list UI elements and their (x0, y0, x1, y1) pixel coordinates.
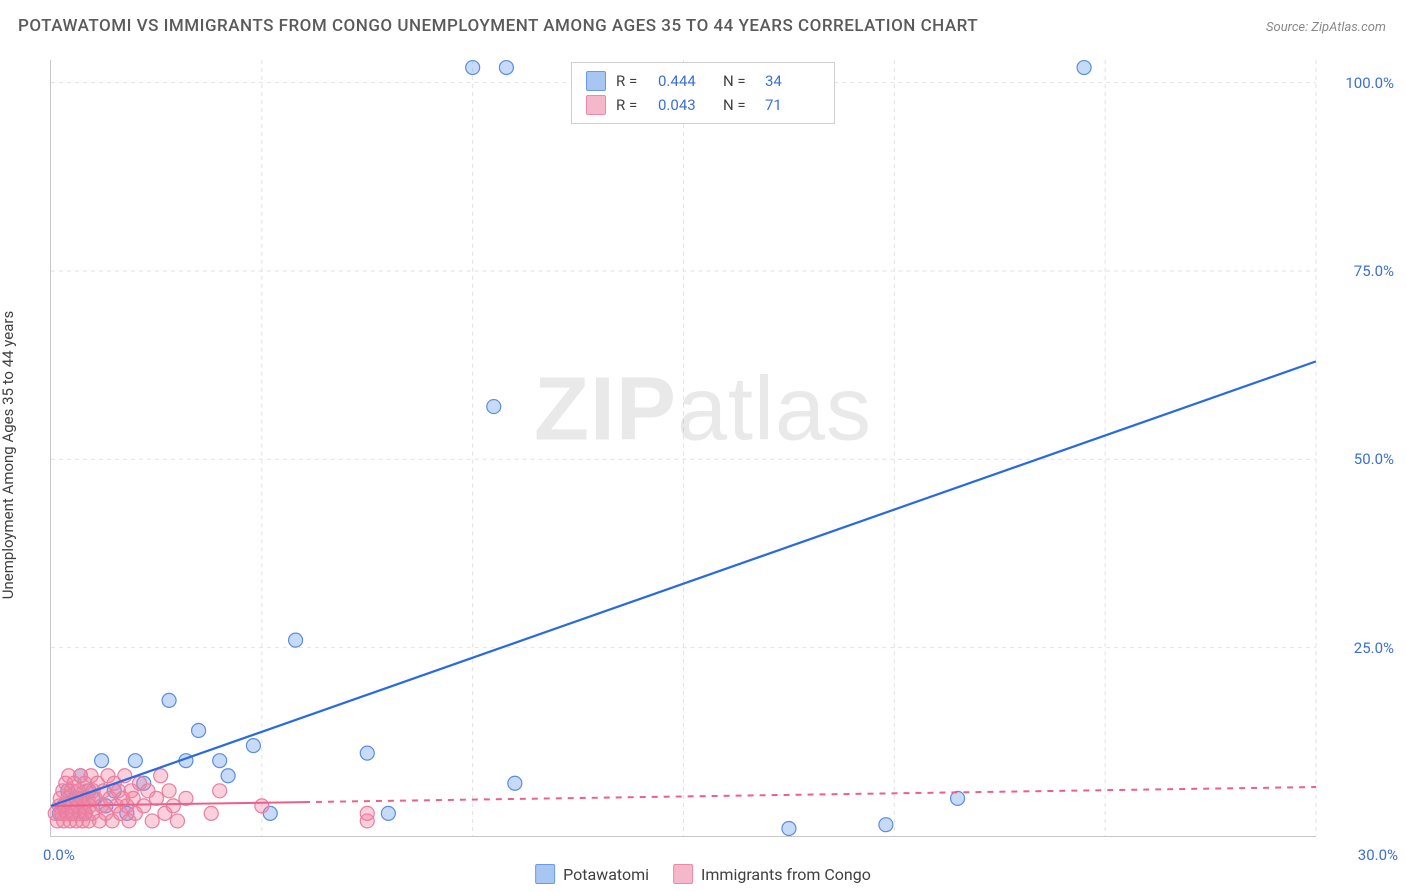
series-legend: Potawatomi Immigrants from Congo (535, 864, 871, 884)
y-tick-label: 50.0% (1354, 450, 1394, 468)
swatch-congo (673, 864, 693, 884)
legend-item-potawatomi: Potawatomi (535, 864, 649, 884)
swatch-potawatomi (535, 864, 555, 884)
y-tick-label: 25.0% (1354, 639, 1394, 657)
chart-title: POTAWATOMI VS IMMIGRANTS FROM CONGO UNEM… (18, 16, 978, 36)
stats-row-potawatomi: R = 0.444 N = 34 (586, 69, 820, 93)
y-axis-label: Unemployment Among Ages 35 to 44 years (0, 311, 17, 599)
y-tick-label: 100.0% (1345, 74, 1394, 92)
scatter-plot: 25.0%50.0%75.0%100.0% 0.0% 30.0% (50, 60, 1316, 837)
x-tick-min: 0.0% (43, 846, 75, 864)
stats-legend: R = 0.444 N = 34 R = 0.043 N = 71 (571, 62, 835, 124)
y-tick-label: 75.0% (1354, 262, 1394, 280)
source-label: Source: ZipAtlas.com (1266, 20, 1386, 35)
legend-item-congo: Immigrants from Congo (673, 864, 871, 884)
x-tick-max: 30.0% (1358, 846, 1398, 864)
stats-row-congo: R = 0.043 N = 71 (586, 93, 820, 117)
swatch-potawatomi (586, 71, 606, 91)
swatch-congo (586, 95, 606, 115)
